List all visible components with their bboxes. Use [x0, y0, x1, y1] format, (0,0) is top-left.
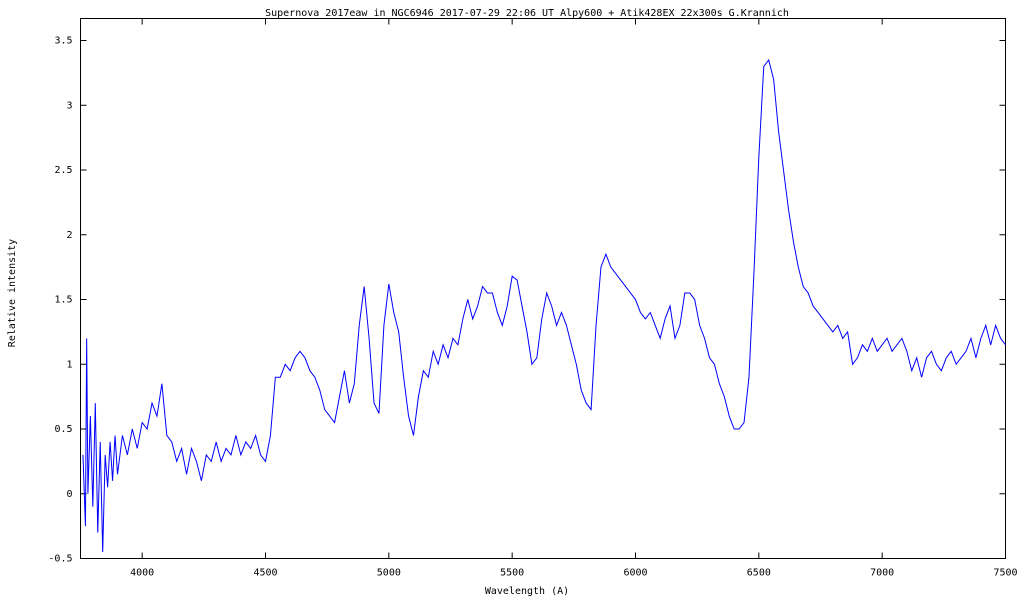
x-tick-label: 4000	[130, 568, 154, 579]
chart-title: Supernova 2017eaw in NGC6946 2017-07-29 …	[265, 8, 789, 19]
x-tick-label: 4500	[253, 568, 277, 579]
y-tick-label: 0	[66, 489, 72, 500]
x-tick-label: 7000	[870, 568, 894, 579]
x-tick-label: 6500	[747, 568, 771, 579]
y-tick-label: 3.5	[54, 36, 72, 47]
y-tick-label: -0.5	[48, 554, 72, 565]
spectrum-line	[82, 58, 1006, 553]
x-axis-label: Wavelength (A)	[485, 586, 569, 597]
plot-frame	[80, 18, 1006, 559]
y-axis-label: Relative intensity	[7, 239, 18, 347]
y-tick-label: 1	[66, 359, 72, 370]
x-tick-label: 5000	[377, 568, 401, 579]
y-tick-label: 3	[66, 100, 72, 111]
x-tick-label: 5500	[500, 568, 524, 579]
y-tick-label: 2.5	[54, 165, 72, 176]
y-tick-label: 0.5	[54, 424, 72, 435]
x-tick-label: 7500	[993, 568, 1017, 579]
y-tick-label: 1.5	[54, 295, 72, 306]
x-tick-label: 6000	[623, 568, 647, 579]
y-tick-label: 2	[66, 230, 72, 241]
